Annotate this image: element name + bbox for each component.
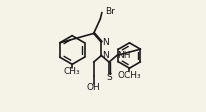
Text: OH: OH <box>87 82 101 91</box>
Text: N: N <box>102 51 109 60</box>
Text: S: S <box>106 73 112 82</box>
Text: N: N <box>102 38 109 47</box>
Text: NH: NH <box>117 50 131 59</box>
Text: OCH₃: OCH₃ <box>118 70 141 79</box>
Text: Br: Br <box>105 7 115 16</box>
Text: CH₃: CH₃ <box>64 67 81 76</box>
